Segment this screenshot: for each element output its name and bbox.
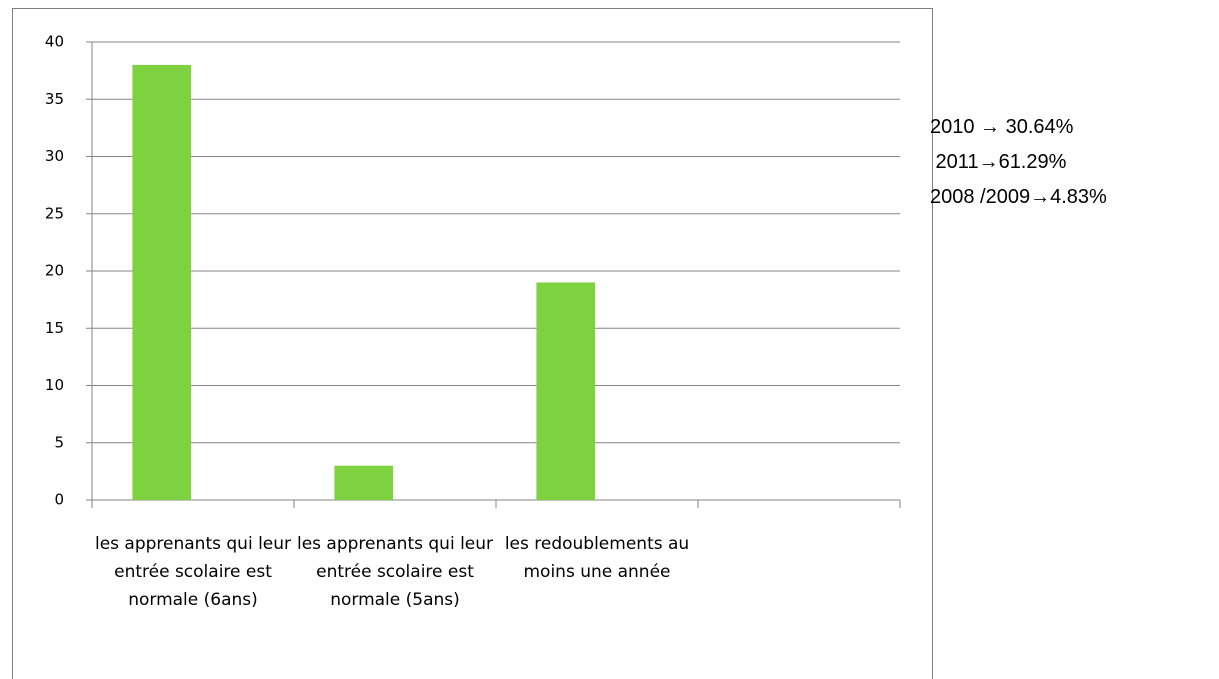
x-tick-label: les redoublements au moins une année [504,534,690,582]
y-tick-label: 20 [45,262,64,280]
x-tick-label: les apprenants qui leur entrée scolaire … [296,534,494,610]
x-tick-label: les apprenants qui leur entrée scolaire … [94,534,292,610]
y-tick-label: 15 [45,319,64,337]
annotation: 2011→61.29% [930,151,1067,173]
annotation: 2008 /2009→4.83% [930,186,1107,208]
bar [536,282,595,500]
y-tick-label: 10 [45,376,64,394]
chart-frame [12,8,933,679]
annotation: 2010 → 30.64% [930,116,1074,138]
y-tick-label: 40 [45,33,64,51]
y-tick-label: 35 [45,90,64,108]
bar [132,64,191,501]
bar [334,465,393,500]
y-tick-label: 25 [45,204,64,222]
y-tick-label: 30 [45,147,64,165]
y-tick-label: 5 [54,433,64,451]
y-tick-label: 0 [54,491,64,509]
